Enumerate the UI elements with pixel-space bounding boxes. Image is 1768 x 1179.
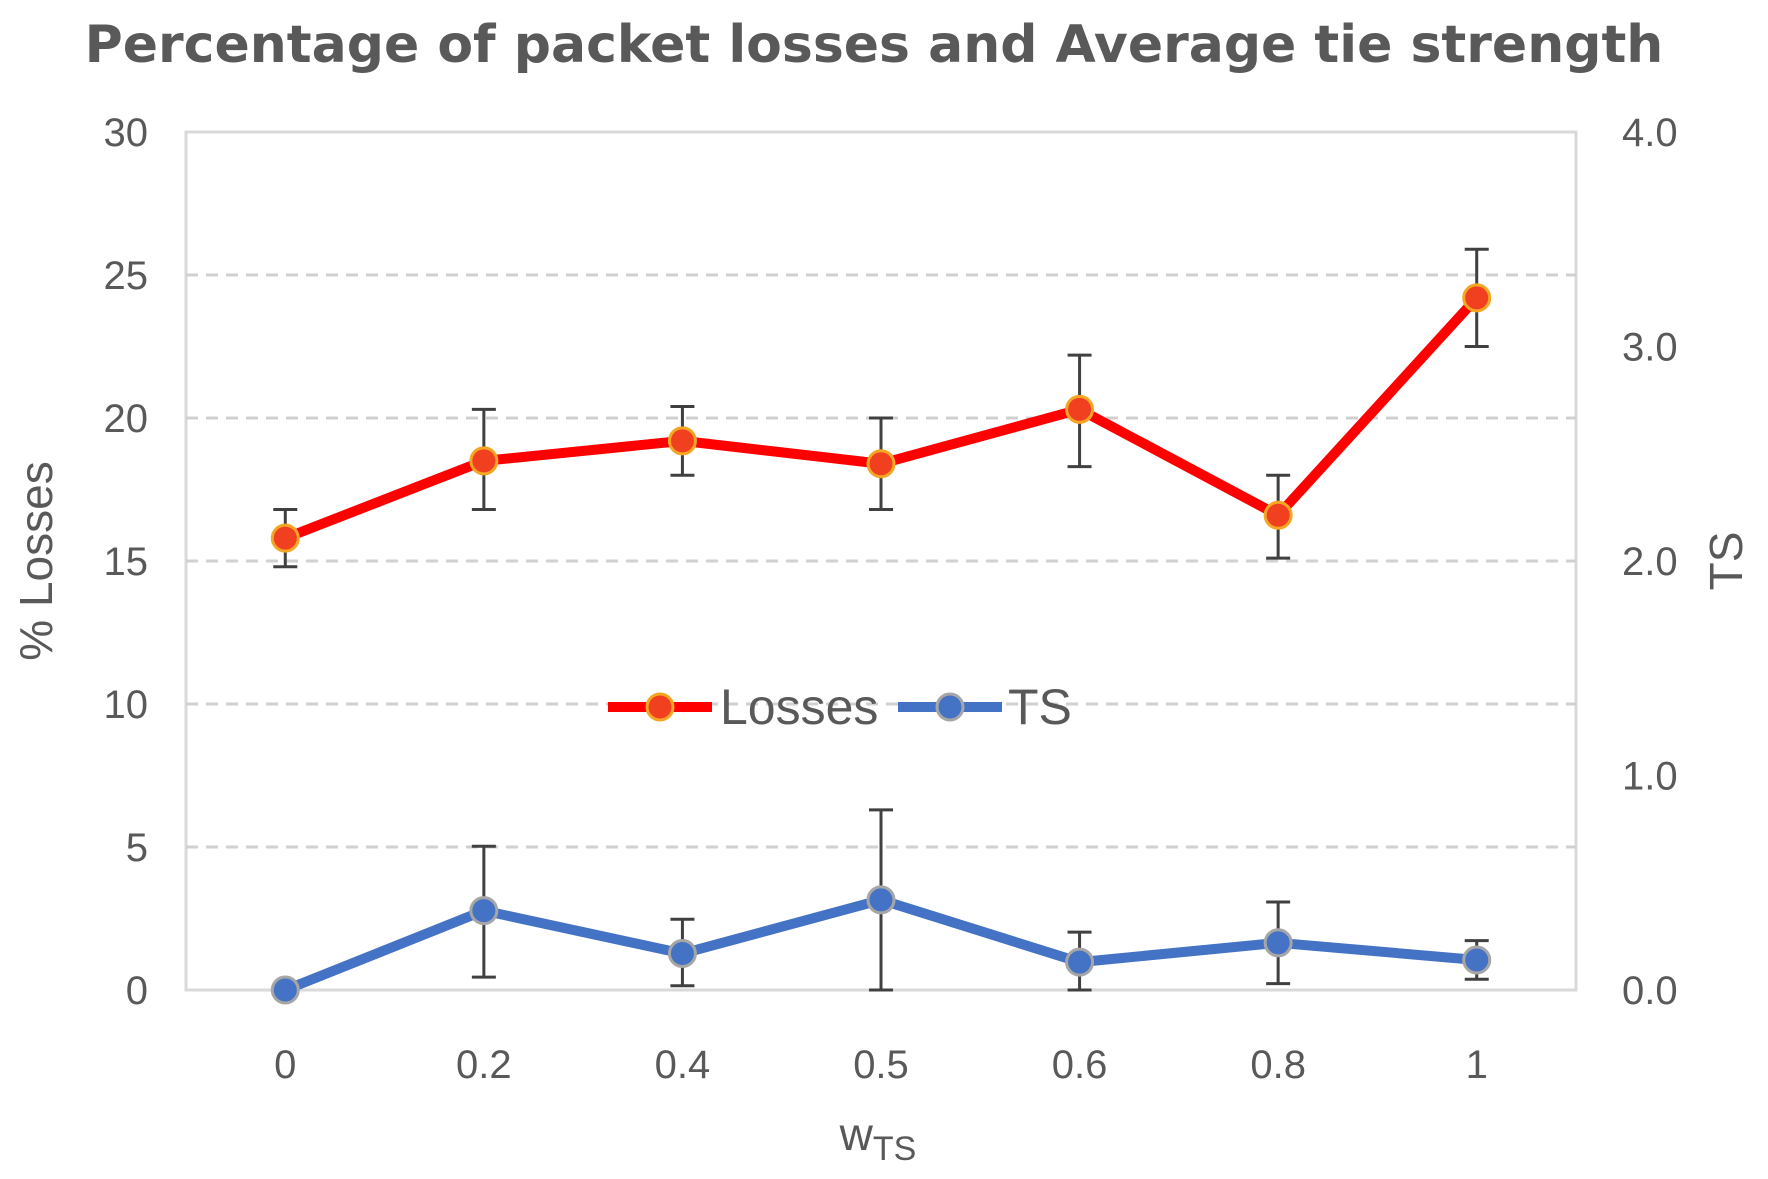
x-axis-label-sub: TS (873, 1130, 916, 1168)
y2-tick-label-1: 1.0 (1622, 755, 1678, 799)
x-axis-label-main: w (839, 1108, 874, 1160)
legend-label-losses: Losses (720, 679, 878, 735)
legend: Losses TS (608, 679, 1072, 735)
y2-tick-label-2: 2.0 (1622, 540, 1678, 584)
gridlines (186, 273, 1576, 849)
chart-title: Percentage of packet losses and Average … (85, 15, 1664, 75)
point-losses-0 (270, 523, 300, 553)
series-layer (270, 247, 1492, 1005)
y2-tick-label-3: 3.0 (1622, 326, 1678, 370)
point-ts-2 (667, 939, 697, 969)
point-ts-0 (270, 975, 300, 1005)
point-losses-1 (469, 446, 499, 476)
x-tick-label-4: 0.6 (1052, 1043, 1108, 1087)
y-tick-label-0: 0 (126, 969, 148, 1013)
x-tick-label-5: 0.8 (1250, 1043, 1306, 1087)
point-ts-5 (1263, 928, 1293, 958)
x-tick-label-3: 0.5 (853, 1043, 909, 1087)
point-losses-2 (667, 426, 697, 456)
point-ts-4 (1065, 947, 1095, 977)
x-tick-label-2: 0.4 (655, 1043, 711, 1087)
point-ts-3 (866, 885, 896, 915)
point-losses-3 (866, 449, 896, 479)
legend-marker-ts (935, 692, 965, 722)
x-tick-label-6: 1 (1466, 1043, 1488, 1087)
x-tick-label-0: 0 (274, 1043, 296, 1087)
point-ts-6 (1462, 945, 1492, 975)
y-tick-label-2: 10 (104, 683, 149, 727)
y2-tick-label-0: 0.0 (1622, 969, 1678, 1013)
y-tick-label-3: 15 (104, 540, 149, 584)
series-losses (270, 247, 1492, 569)
point-losses-6 (1462, 283, 1492, 313)
right-axis-ticks: 0.0 1.0 2.0 3.0 4.0 (1622, 111, 1678, 1013)
x-tick-label-1: 0.2 (456, 1043, 512, 1087)
y2-axis-label: TS (1700, 532, 1752, 591)
left-axis-ticks: 0 5 10 15 20 25 30 (104, 111, 149, 1013)
point-losses-4 (1065, 394, 1095, 424)
legend-label-ts: TS (1008, 679, 1072, 735)
y-tick-label-1: 5 (126, 826, 148, 870)
y2-tick-label-4: 4.0 (1622, 111, 1678, 155)
series-ts (270, 808, 1492, 1005)
legend-marker-losses (645, 692, 675, 722)
point-ts-1 (469, 896, 499, 926)
x-axis-ticks: 0 0.2 0.4 0.5 0.6 0.8 1 (274, 1043, 1488, 1087)
y-tick-label-4: 20 (104, 397, 149, 441)
y-tick-label-6: 30 (104, 111, 149, 155)
y-axis-label: % Losses (10, 461, 62, 660)
point-losses-5 (1263, 500, 1293, 530)
y-tick-label-5: 25 (104, 254, 149, 298)
x-axis-label: wTS (839, 1108, 917, 1168)
